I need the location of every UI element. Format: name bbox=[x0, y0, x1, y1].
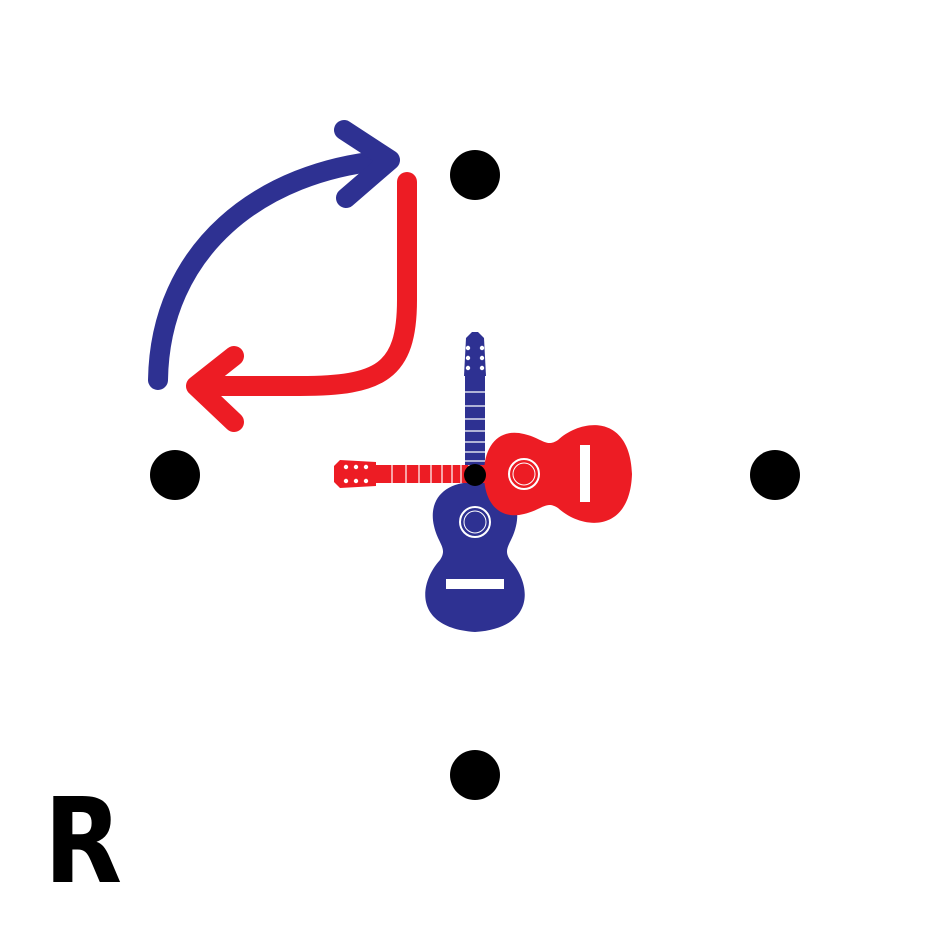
left-dot-icon bbox=[150, 450, 200, 500]
bottom-dot-icon bbox=[450, 750, 500, 800]
right-dot-icon bbox=[750, 450, 800, 500]
blue-guitar-tuning-pegs bbox=[465, 345, 485, 371]
center-dot-icon bbox=[464, 464, 486, 486]
corner-label: R bbox=[44, 772, 123, 910]
red-curved-arrow-icon bbox=[186, 172, 417, 432]
red-guitar-tuning-pegs bbox=[343, 464, 369, 484]
top-dot-icon bbox=[450, 150, 500, 200]
blue-curved-arrow-icon bbox=[148, 120, 400, 390]
red-guitar-icon bbox=[334, 425, 632, 523]
position-dots bbox=[150, 150, 800, 800]
